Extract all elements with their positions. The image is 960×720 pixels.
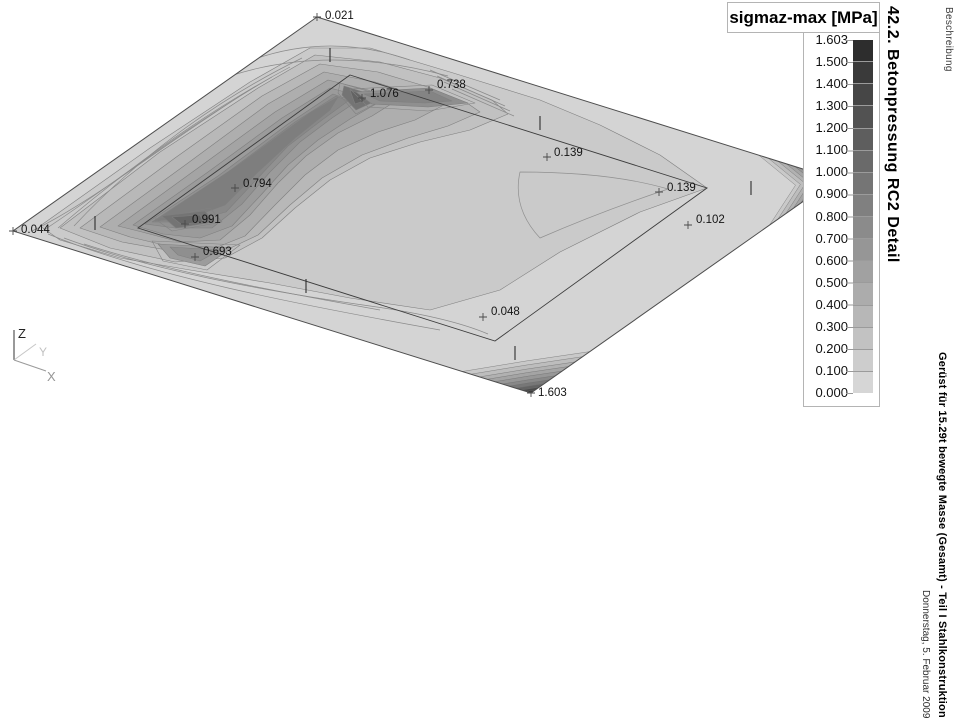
legend-tick-label: 0.300 (815, 319, 848, 334)
node-value-label: 1.603 (538, 387, 567, 399)
legend-tick-label: 1.000 (815, 164, 848, 179)
hotspot-bottom-fan (462, 351, 591, 393)
frame-date: Donnerstag, 5. Februar 2009 (920, 589, 931, 718)
node-value-label: 1.076 (370, 88, 399, 100)
colorbar-segment (853, 171, 873, 194)
frame-project-title: Gerüst für 15.29t bewegte Masse (Gesamt)… (936, 352, 948, 718)
legend: 1.603 1.500 1.400 1.300 1.200 1.100 1.00… (803, 32, 880, 407)
colorbar-segment (853, 282, 873, 305)
legend-tick-label: 0.800 (815, 209, 848, 224)
colorbar-segment (853, 216, 873, 239)
legend-tick-label: 0.100 (815, 363, 848, 378)
colorbar-segment (853, 260, 873, 283)
contour-bands (13, 17, 835, 393)
legend-tick-label: 0.500 (815, 275, 848, 290)
detail-region-outline (137, 74, 708, 342)
legend-tick-label: 1.400 (815, 76, 848, 91)
colorbar-segment (853, 238, 873, 261)
node-value-label: 0.044 (21, 224, 50, 236)
axis-x-label: X (47, 369, 56, 384)
colorbar-ticks (846, 40, 853, 395)
colorbar-segment (853, 105, 873, 128)
axis-y-label: Y (39, 345, 47, 359)
legend-title: sigmaz-max [MPa] (727, 2, 880, 33)
legend-tick-label: 1.300 (815, 98, 848, 113)
legend-tick-label: 1.200 (815, 120, 848, 135)
colorbar-segment (853, 61, 873, 84)
frame-label-beschreibung: Beschreibung (943, 7, 954, 72)
frame-section-title: 42.2. Betonpressung RC2 Detail (884, 6, 901, 263)
axes-triad: Z Y X (13, 326, 56, 384)
legend-tick-label: 0.600 (815, 253, 848, 268)
colorbar-segment (853, 127, 873, 150)
colorbar-segment (853, 193, 873, 216)
legend-tick-label: 1.100 (815, 142, 848, 157)
colorbar-segment (853, 304, 873, 327)
colorbar-segment (853, 326, 873, 349)
node-value-label: 0.991 (192, 214, 221, 226)
node-value-labels: 0.021 0.044 1.076 0.738 0.794 0.991 0.69… (21, 10, 725, 399)
axis-z-label: Z (18, 326, 26, 341)
node-value-label: 0.021 (325, 10, 354, 22)
node-value-label: 0.139 (667, 182, 696, 194)
colorbar-segment (853, 348, 873, 371)
legend-tick-label: 1.603 (815, 32, 848, 47)
colorbar-segment (853, 40, 873, 62)
legend-title-text: sigmaz-max [MPa] (729, 7, 878, 27)
legend-tick-label: 0.900 (815, 186, 848, 201)
legend-tick-label: 0.200 (815, 341, 848, 356)
colorbar (853, 40, 873, 393)
legend-tick-label: 0.000 (815, 385, 848, 400)
legend-tick-label: 0.700 (815, 231, 848, 246)
colorbar-segment (853, 149, 873, 172)
node-value-label: 0.102 (696, 214, 725, 226)
legend-tick-label: 1.500 (815, 54, 848, 69)
node-value-label: 0.693 (203, 246, 232, 258)
colorbar-segment (853, 83, 873, 106)
node-value-label: 0.738 (437, 79, 466, 91)
node-value-label: 0.139 (554, 147, 583, 159)
node-markers (9, 13, 692, 397)
colorbar-segment (853, 370, 873, 393)
node-value-label: 0.794 (243, 178, 272, 190)
section-tick-marks (94, 48, 752, 360)
node-value-label: 0.048 (491, 306, 520, 318)
legend-tick-label: 0.400 (815, 297, 848, 312)
